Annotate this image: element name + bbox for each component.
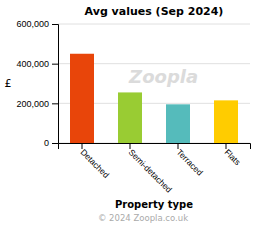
plot: Zoopla 0 200,000 400,000 600,000 Detached Semi…	[16, 19, 250, 194]
bar	[70, 54, 94, 143]
copyright: © 2024 Zoopla.co.uk	[98, 213, 188, 223]
y-tick-line	[52, 143, 58, 144]
y-axis-title: £	[5, 77, 12, 90]
y-axis-line	[52, 25, 59, 144]
y-tick-label: 400,000	[16, 59, 49, 69]
y-tick: 400,000	[16, 59, 58, 69]
x-tick-line	[178, 143, 179, 149]
chart: Zoopla 0 200,000 400,000 600,000 Detached Semi…	[0, 0, 260, 225]
x-tick-label: Terraced	[174, 147, 205, 178]
y-tick-label: 200,000	[16, 99, 49, 109]
x-axis-title: Property type	[115, 199, 193, 210]
y-axis: 0 200,000 400,000 600,000	[16, 19, 58, 148]
bars	[70, 54, 238, 143]
grid	[58, 24, 250, 143]
x-tick-line	[130, 143, 131, 149]
bar	[118, 92, 142, 143]
y-tick: 0	[44, 138, 58, 148]
x-axis: Detached Semi-detachedTerraced Flats	[59, 143, 251, 195]
bar	[166, 104, 190, 143]
x-tick: Terraced	[174, 143, 205, 178]
grid-line	[58, 24, 250, 25]
title: Avg values (Sep 2024)	[85, 5, 224, 18]
x-tick: Detached	[78, 143, 111, 180]
y-tick-line	[52, 103, 58, 104]
y-tick-label: 600,000	[16, 19, 49, 29]
y-tick: 200,000	[16, 99, 58, 109]
y-tick-line	[52, 64, 58, 65]
y-tick: 600,000	[16, 19, 58, 29]
bar	[214, 100, 238, 143]
y-tick-line	[52, 24, 58, 25]
watermark: Zoopla	[128, 66, 198, 87]
x-tick-label: Semi-detached	[126, 147, 174, 195]
x-tick-line	[82, 143, 83, 149]
x-tick-label: Detached	[78, 147, 111, 180]
x-tick-label: Flats	[222, 147, 242, 167]
x-tick: Semi-detached	[126, 143, 174, 195]
x-tick: Flats	[222, 143, 242, 167]
y-tick-label: 0	[44, 138, 49, 148]
x-tick-line	[226, 143, 227, 149]
